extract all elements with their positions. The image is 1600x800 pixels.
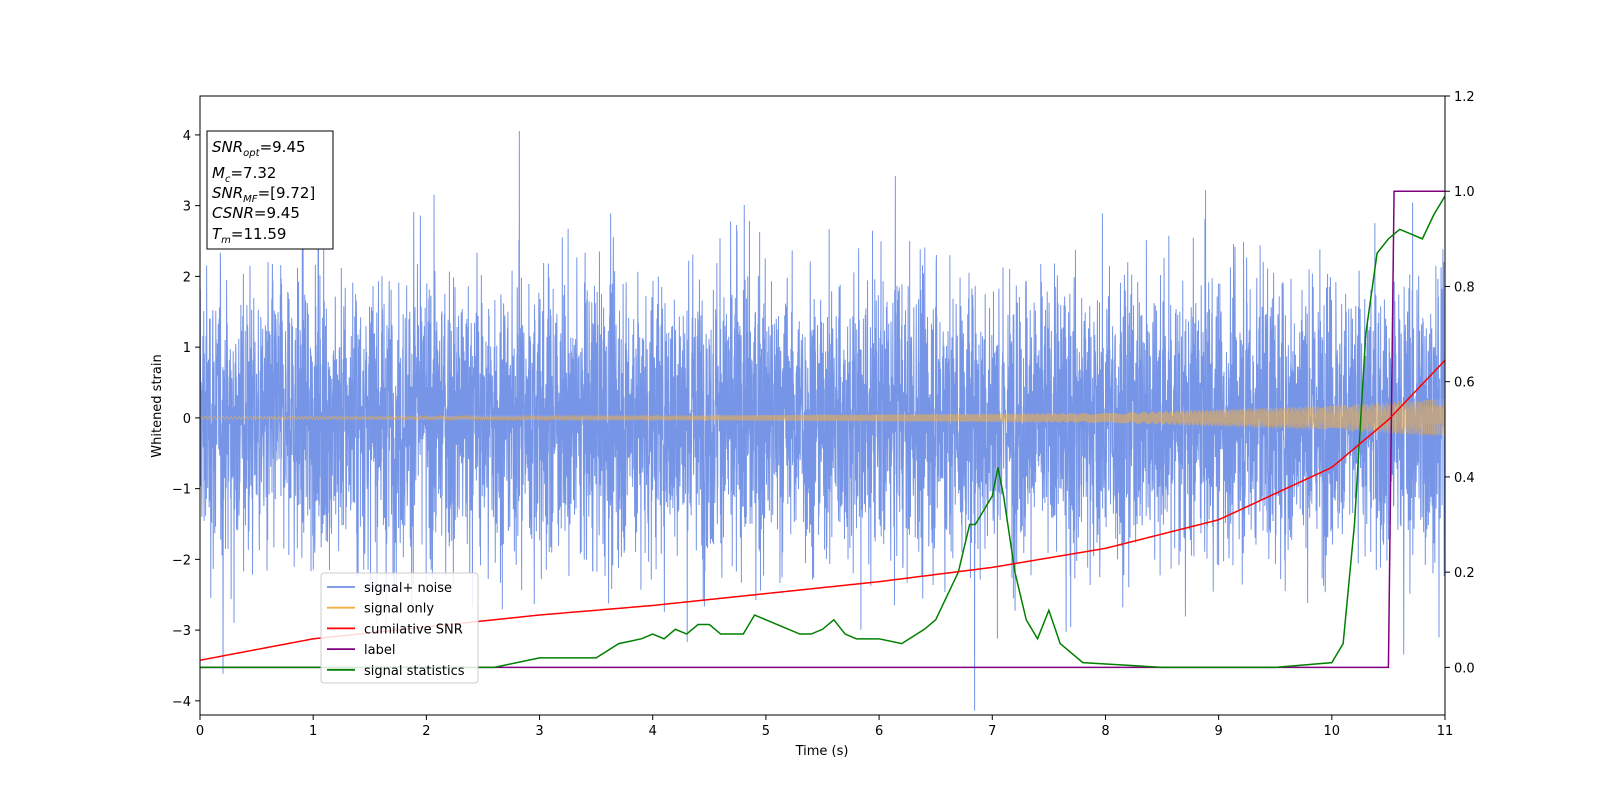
y-right-tick-label: 0.2: [1454, 566, 1475, 581]
y-right-tick-label: 1.0: [1454, 185, 1475, 200]
info-box: SNRopt=9.45 Mc=7.32 SNRMF=[9.72] CSNR=9.…: [206, 130, 334, 250]
y-left-tick-label: 0: [183, 412, 191, 427]
snr-mf-line: SNRMF=[9.72]: [212, 184, 315, 205]
x-tick-label: 5: [762, 724, 770, 739]
legend-label: signal statistics: [364, 664, 465, 679]
series-label: [200, 190, 1445, 669]
series-signal-only: [200, 399, 1445, 437]
x-tick-label: 8: [1101, 724, 1109, 739]
plot-area: [200, 131, 1445, 711]
snr-opt-line: SNRopt=9.45: [212, 138, 306, 159]
x-axis-label: Time (s): [795, 744, 849, 759]
axes-frame: [199, 95, 1446, 716]
y-left-tick-label: −1: [172, 483, 191, 498]
x-tick-label: 7: [988, 724, 996, 739]
x-tick-label: 1: [309, 724, 317, 739]
x-tick-label: 6: [875, 724, 883, 739]
tm-line: Tm=11.59: [212, 225, 286, 246]
x-tick-label: 2: [422, 724, 430, 739]
y-right-tick-label: 1.2: [1454, 90, 1475, 105]
legend: signal+ noise signal only cumilative SNR la…: [320, 572, 479, 684]
y-left-tick-label: 1: [183, 341, 191, 356]
y-right-tick-label: 0.0: [1454, 661, 1475, 676]
series-signal-statistics: [200, 195, 1445, 669]
y-axis-left: −4 −3 −2 −1 0 1 2 3 4: [172, 129, 200, 710]
y-left-tick-label: 2: [183, 270, 191, 285]
x-tick-label: 0: [196, 724, 204, 739]
y-left-tick-label: −3: [172, 624, 191, 639]
legend-label: label: [364, 643, 395, 658]
legend-label: cumilative SNR: [364, 622, 463, 637]
series-signal-noise: [200, 131, 1445, 711]
y-left-tick-label: −4: [172, 695, 191, 710]
x-tick-label: 3: [535, 724, 543, 739]
legend-label: signal+ noise: [364, 581, 452, 596]
y-axis-right: 0.0 0.2 0.4 0.6 0.8 1.0 1.2: [1445, 90, 1475, 676]
x-axis: 0 1 2 3 4 5 6 7 8 9 10 11: [196, 715, 1453, 739]
y-right-tick-label: 0.6: [1454, 376, 1475, 391]
csnr-line: CSNR=9.45: [212, 204, 300, 222]
x-tick-label: 4: [649, 724, 657, 739]
mc-line: Mc=7.32: [212, 164, 276, 185]
y-left-tick-label: −2: [172, 553, 191, 568]
y-axis-label: Whitened strain: [150, 354, 165, 457]
x-tick-label: 9: [1214, 724, 1222, 739]
y-left-tick-label: 4: [183, 129, 191, 144]
y-right-tick-label: 0.8: [1454, 280, 1475, 295]
y-right-tick-label: 0.4: [1454, 471, 1475, 486]
x-tick-label: 11: [1437, 724, 1454, 739]
legend-label: signal only: [364, 602, 434, 617]
y-left-tick-label: 3: [183, 200, 191, 215]
x-tick-label: 10: [1324, 724, 1341, 739]
